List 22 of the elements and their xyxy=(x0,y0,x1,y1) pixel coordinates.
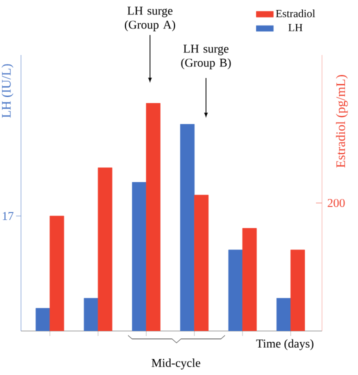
text: 17 xyxy=(2,212,14,220)
bar xyxy=(132,182,146,331)
bar xyxy=(242,228,257,331)
legend-label: LH xyxy=(288,24,302,32)
bar xyxy=(228,250,243,331)
bar xyxy=(290,250,305,331)
y-axis-title: LH (IU/L) xyxy=(2,64,14,118)
legend-label: Estradiol xyxy=(276,10,316,18)
y2-axis-title: Estradiol (pg/mL) xyxy=(336,75,348,168)
bar xyxy=(276,298,291,331)
text: Mid-cycle xyxy=(152,358,200,370)
x-axis-title: Time (days) xyxy=(256,339,314,350)
bar xyxy=(98,168,112,331)
bar xyxy=(84,298,98,331)
text: 200 xyxy=(328,198,345,208)
bar xyxy=(180,124,195,331)
bar xyxy=(36,308,50,331)
text: LH surge (Group B) xyxy=(181,44,231,70)
text: LH surge (Group A) xyxy=(124,6,176,32)
bar xyxy=(50,216,64,331)
bar xyxy=(194,194,209,331)
bar xyxy=(146,103,160,331)
